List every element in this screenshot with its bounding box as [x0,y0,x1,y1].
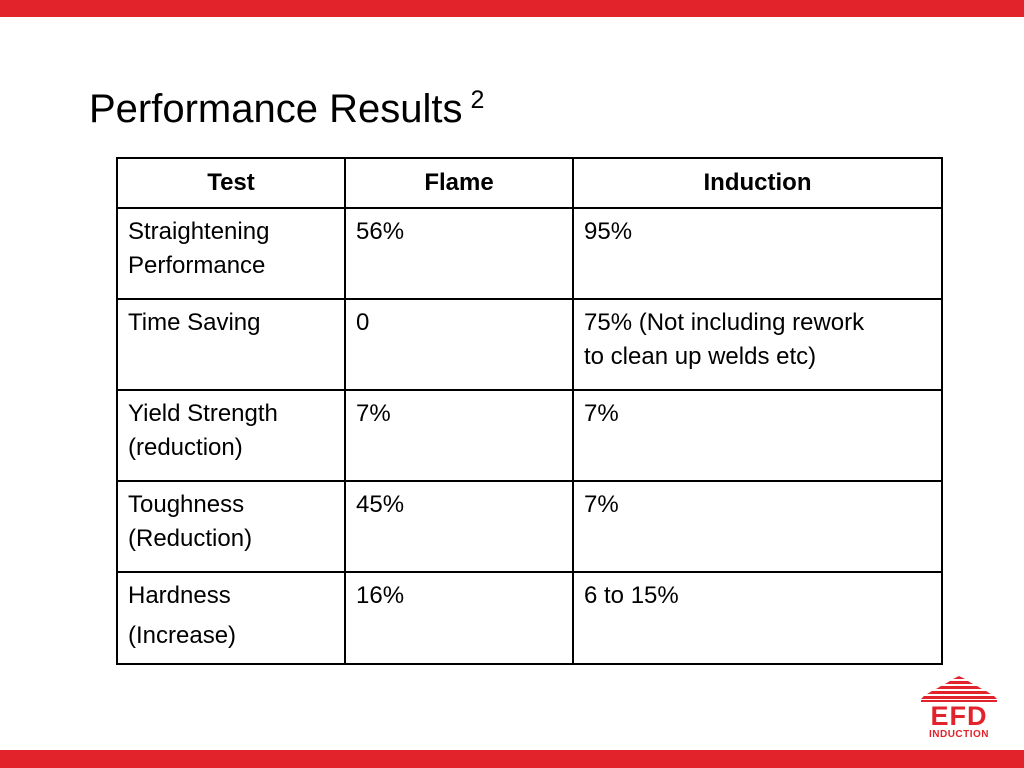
cell-test: Toughness (Reduction) [116,480,346,573]
table-header-row: Test Flame Induction [116,157,943,209]
cell-induction-line1: 6 to 15% [584,582,679,609]
table-row: Toughness (Reduction) 45% 7% [116,480,943,573]
cell-test: Time Saving [116,298,346,391]
cell-flame: 7% [344,389,574,482]
table-row: Hardness (Increase) 16% 6 to 15% [116,571,943,665]
slide-title-superscript: 2 [470,86,485,114]
cell-test: Straightening Performance [116,207,346,300]
cell-induction: 7% [572,389,943,482]
table-row: Yield Strength (reduction) 7% 7% [116,389,943,482]
header-flame: Flame [344,157,574,209]
cell-induction-line1: 7% [584,400,619,427]
efd-logo-icon [921,676,997,702]
cell-induction: 7% [572,480,943,573]
results-table: Test Flame Induction Straightening Perfor… [116,157,943,665]
cell-test: Yield Strength (reduction) [116,389,346,482]
cell-test-line1: Yield Strength [128,400,278,427]
table-row: Time Saving 0 75% (Not including rework t… [116,298,943,391]
bottom-accent-bar [0,750,1024,768]
cell-flame: 16% [344,571,574,665]
cell-induction: 75% (Not including rework to clean up wel… [572,298,943,391]
cell-test-line2: Performance [128,252,266,279]
cell-test-line2: (reduction) [128,434,243,461]
logo-text: EFD [930,701,988,731]
cell-test-line1: Time Saving [128,309,261,336]
cell-flame: 0 [344,298,574,391]
top-accent-bar [0,0,1024,17]
slide-title: Performance Results 2 [89,74,484,135]
cell-induction-line2: to clean up welds etc) [584,343,817,370]
cell-flame: 45% [344,480,574,573]
cell-induction-line1: 7% [584,491,619,518]
cell-induction: 95% [572,207,943,300]
cell-induction: 6 to 15% [572,571,943,665]
header-test: Test [116,157,346,209]
cell-test-line1: Straightening [128,218,270,245]
cell-flame: 56% [344,207,574,300]
cell-test: Hardness (Increase) [116,571,346,665]
table-row: Straightening Performance 56% 95% [116,207,943,300]
cell-test-line2: (Increase) [128,622,237,649]
cell-test-line1: Toughness [128,491,245,518]
logo-subtext: INDUCTION [928,729,990,740]
cell-test-line2: (Reduction) [128,525,253,552]
header-induction: Induction [572,157,943,209]
cell-induction-line1: 95% [584,218,633,245]
cell-test-line1: Hardness [128,582,231,609]
cell-induction-line1: 75% (Not including rework [584,309,865,336]
slide-title-text: Performance Results [89,87,463,131]
